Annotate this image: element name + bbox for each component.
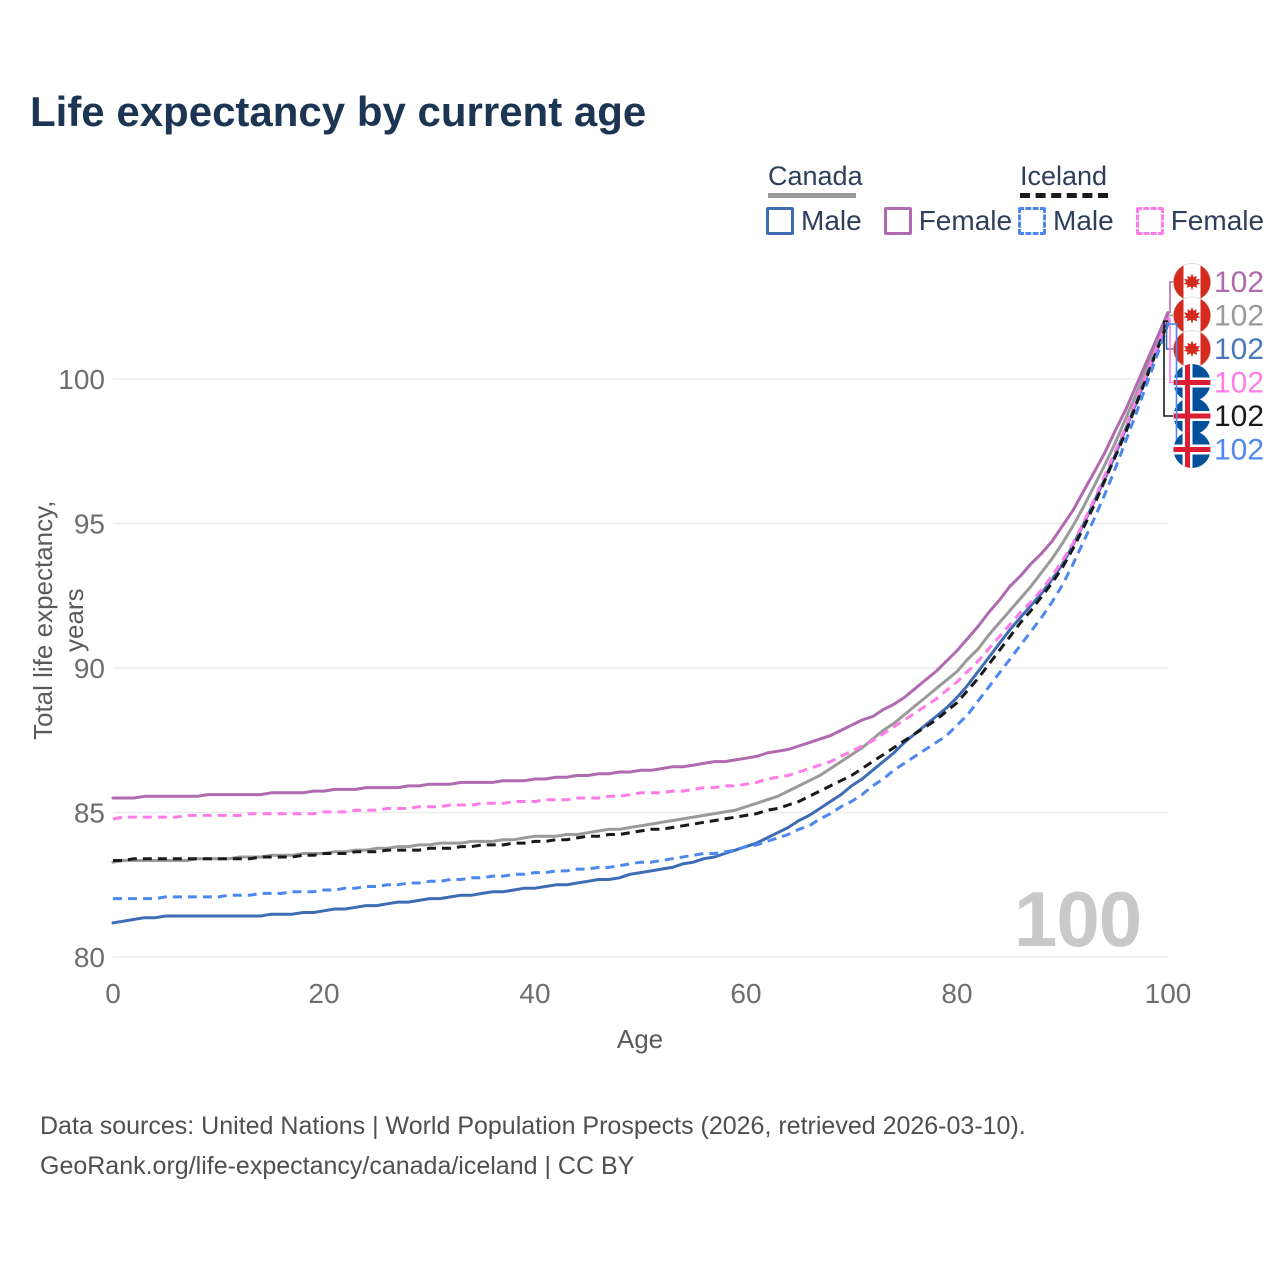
legend-item-canada-male[interactable]: Male [766,205,862,237]
legend-items-iceland: Male Female [1018,205,1280,237]
y-tick-90: 90 [74,653,105,684]
legend-item-iceland-female[interactable]: Female [1135,205,1265,237]
source-line-1: Data sources: United Nations | World Pop… [40,1112,1026,1140]
x-tick-60: 60 [730,978,761,1009]
x-tick-20: 20 [308,978,339,1009]
age-watermark: 100 [1014,875,1142,963]
x-tick-0: 0 [105,978,121,1009]
endpoint-value-label: 102 [1214,367,1264,400]
legend-group-iceland: Iceland [1020,163,1108,198]
endpoint-value-label: 102 [1214,266,1264,299]
y-tick-85: 85 [74,798,105,829]
legend-underline-iceland [1020,193,1108,198]
legend-items-canada: Male Female [766,205,1034,237]
iceland-flag-icon [1173,431,1211,468]
iceland-flag-icon [1173,397,1211,435]
legend-underline-canada [768,193,856,198]
legend-group-canada: Canada [768,163,863,198]
x-tick-80: 80 [941,978,972,1009]
y-tick-95: 95 [74,509,105,540]
canada-flag-icon [1173,263,1211,301]
page-title: Life expectancy by current age [30,88,647,135]
canada-flag-icon [1173,330,1211,368]
source-note: Data sources: United Nations | World Pop… [40,1106,1026,1186]
series-line-canada-both-sexes [111,313,1170,864]
legend-item-label: Female [918,205,1013,236]
y-axis-title: Total life expectancy, years [28,500,89,740]
endpoint-value-label: 102 [1214,333,1264,366]
iceland-flag-icon [1173,364,1211,401]
endpoint-value-label: 102 [1214,400,1264,433]
x-tick-100: 100 [1145,978,1192,1009]
legend-item-iceland-male[interactable]: Male [1018,205,1114,237]
endpoint-value-label: 102 [1214,300,1264,333]
canada-male-swatch-icon [766,207,794,235]
series-line-iceland-both-sexes [113,320,1170,862]
legend-item-canada-female[interactable]: Female [883,205,1013,237]
leader-line [1168,317,1173,384]
canada-female-swatch-icon [883,207,912,235]
series-line-iceland-male [113,323,1170,901]
legend-country-iceland: Iceland [1020,161,1108,191]
legend-item-label: Female [1170,205,1265,236]
leader-line [1163,320,1173,417]
series-line-canada-female [111,311,1170,800]
leader-line [1168,281,1173,314]
legend-item-label: Male [801,205,862,236]
x-tick-40: 40 [519,978,550,1009]
x-axis-title: Age [616,1024,664,1054]
iceland-female-swatch-icon [1135,207,1164,235]
legend-item-label: Male [1053,205,1114,236]
source-line-2: GeoRank.org/life-expectancy/canada/icela… [40,1152,635,1180]
legend-country-canada: Canada [768,161,863,191]
series-line-canada-male [111,319,1170,925]
canada-flag-icon [1173,296,1211,335]
endpoint-value-label: 102 [1214,434,1264,467]
series-line-iceland-female [112,317,1170,821]
y-tick-80: 80 [74,942,105,973]
y-tick-100: 100 [58,364,105,395]
iceland-male-swatch-icon [1018,207,1046,235]
